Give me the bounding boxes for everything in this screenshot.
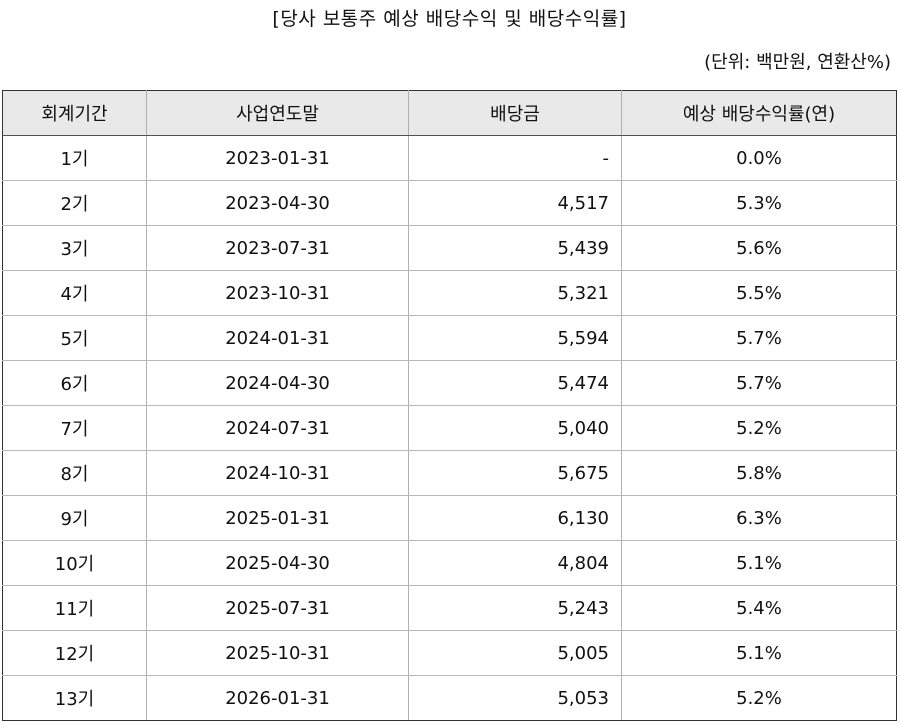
yield-cell: 6.3% [621,495,897,541]
period-cell: 5기 [2,315,147,361]
dividend-cell: 5,594 [408,315,622,361]
table-row: 11기 2025-07-31 5,243 5.4% [2,585,897,631]
dividend-cell: 5,005 [408,630,622,676]
dividend-cell: 5,321 [408,270,622,316]
period-cell: 9기 [2,495,147,541]
table-row: 2기 2023-04-30 4,517 5.3% [2,180,897,226]
dividend-cell: 6,130 [408,495,622,541]
header-fiscal-period: 회계기간 [2,90,147,136]
year-end-cell: 2025-07-31 [146,585,409,631]
year-end-cell: 2024-07-31 [146,405,409,451]
yield-cell: 5.1% [621,540,897,586]
table-row: 10기 2025-04-30 4,804 5.1% [2,540,897,586]
yield-cell: 5.5% [621,270,897,316]
period-cell: 7기 [2,405,147,451]
yield-cell: 5.7% [621,360,897,406]
dividend-cell: 5,439 [408,225,622,271]
table-row: 4기 2023-10-31 5,321 5.5% [2,270,897,316]
header-fiscal-year-end: 사업연도말 [146,90,409,136]
table-row: 9기 2025-01-31 6,130 6.3% [2,495,897,541]
year-end-cell: 2023-07-31 [146,225,409,271]
year-end-cell: 2023-01-31 [146,135,409,181]
yield-cell: 5.2% [621,675,897,721]
year-end-cell: 2024-10-31 [146,450,409,496]
table-row: 12기 2025-10-31 5,005 5.1% [2,630,897,676]
unit-note: (단위: 백만원, 연환산%) [704,52,891,73]
table-row: 7기 2024-07-31 5,040 5.2% [2,405,897,451]
table-row: 8기 2024-10-31 5,675 5.8% [2,450,897,496]
year-end-cell: 2024-01-31 [146,315,409,361]
year-end-cell: 2023-04-30 [146,180,409,226]
dividend-cell: 5,040 [408,405,622,451]
yield-cell: 0.0% [621,135,897,181]
period-cell: 10기 [2,540,147,586]
header-dividend: 배당금 [408,90,622,136]
page-title: [당사 보통주 예상 배당수익 및 배당수익률] [272,8,627,30]
dividend-cell: - [408,135,622,181]
dividend-cell: 5,474 [408,360,622,406]
year-end-cell: 2025-10-31 [146,630,409,676]
header-expected-yield: 예상 배당수익률(연) [621,90,897,136]
dividend-cell: 4,804 [408,540,622,586]
yield-cell: 5.2% [621,405,897,451]
yield-cell: 5.3% [621,180,897,226]
dividend-cell: 5,053 [408,675,622,721]
period-cell: 4기 [2,270,147,316]
yield-cell: 5.1% [621,630,897,676]
table-header-row: 회계기간 사업연도말 배당금 예상 배당수익률(연) [2,90,897,136]
table-row: 5기 2024-01-31 5,594 5.7% [2,315,897,361]
table-row: 13기 2026-01-31 5,053 5.2% [2,675,897,721]
dividend-table: 회계기간 사업연도말 배당금 예상 배당수익률(연) 1기 2023-01-31… [2,90,897,721]
period-cell: 1기 [2,135,147,181]
dividend-cell: 5,675 [408,450,622,496]
year-end-cell: 2024-04-30 [146,360,409,406]
dividend-cell: 4,517 [408,180,622,226]
yield-cell: 5.4% [621,585,897,631]
period-cell: 8기 [2,450,147,496]
yield-cell: 5.8% [621,450,897,496]
year-end-cell: 2025-01-31 [146,495,409,541]
period-cell: 12기 [2,630,147,676]
yield-cell: 5.7% [621,315,897,361]
dividend-cell: 5,243 [408,585,622,631]
yield-cell: 5.6% [621,225,897,271]
period-cell: 6기 [2,360,147,406]
period-cell: 2기 [2,180,147,226]
year-end-cell: 2023-10-31 [146,270,409,316]
period-cell: 3기 [2,225,147,271]
year-end-cell: 2026-01-31 [146,675,409,721]
period-cell: 11기 [2,585,147,631]
year-end-cell: 2025-04-30 [146,540,409,586]
table-row: 3기 2023-07-31 5,439 5.6% [2,225,897,271]
table-row: 6기 2024-04-30 5,474 5.7% [2,360,897,406]
period-cell: 13기 [2,675,147,721]
table-row: 1기 2023-01-31 - 0.0% [2,135,897,181]
